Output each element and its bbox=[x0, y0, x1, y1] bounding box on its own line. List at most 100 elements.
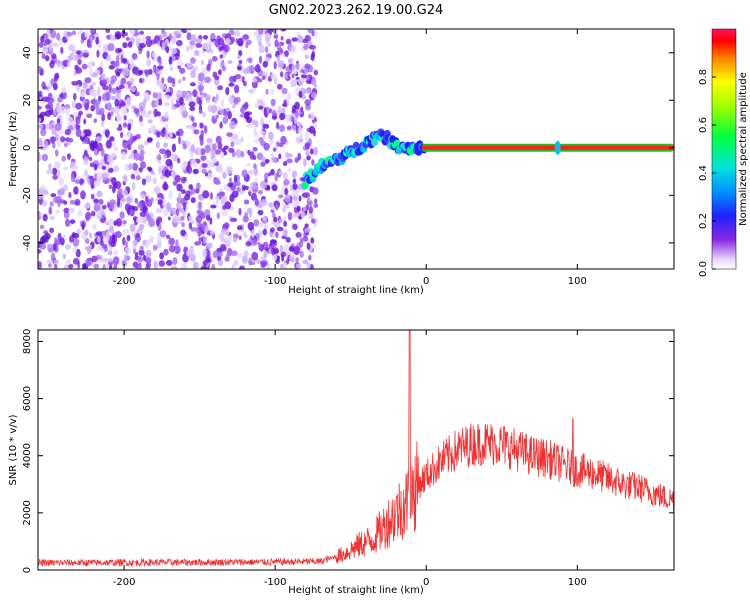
heatmap-noise-cell bbox=[204, 144, 211, 154]
heatmap-noise-cell bbox=[245, 42, 249, 49]
heatmap-noise-cell bbox=[222, 171, 227, 179]
heatmap-noise-cell bbox=[46, 29, 51, 36]
heatmap-noise-cell bbox=[145, 35, 152, 40]
heatmap-noise-cell bbox=[214, 75, 220, 81]
heatmap-noise-cell bbox=[73, 92, 77, 101]
heatmap-noise-cell bbox=[253, 167, 259, 176]
heatmap-noise-cell bbox=[51, 167, 58, 176]
heatmap-noise-cell bbox=[66, 31, 73, 37]
heatmap-noise-cell bbox=[123, 115, 127, 121]
heatmap-noise-cell bbox=[158, 260, 165, 267]
heatmap-noise-cell bbox=[223, 44, 230, 53]
heatmap-noise-cell bbox=[177, 90, 184, 96]
heatmap-noise-cell bbox=[246, 207, 253, 215]
heatmap-noise-cell bbox=[252, 163, 257, 169]
heatmap-noise-cell bbox=[268, 202, 273, 208]
heatmap-noise-cell bbox=[163, 112, 169, 119]
heatmap-noise-cell bbox=[123, 254, 128, 263]
heatmap-noise-cell bbox=[84, 77, 92, 84]
heatmap-noise-cell bbox=[129, 209, 134, 215]
heatmap-noise-cell bbox=[227, 182, 233, 188]
heatmap-noise-cell bbox=[38, 139, 44, 148]
heatmap-noise-cell bbox=[80, 190, 86, 200]
heatmap-noise-cell bbox=[171, 170, 177, 177]
heatmap-noise-cell bbox=[38, 117, 42, 123]
heatmap-noise-cell bbox=[108, 64, 115, 70]
heatmap-noise-cell bbox=[88, 232, 93, 239]
heatmap-noise-cell bbox=[89, 162, 94, 168]
heatmap-noise-cell bbox=[267, 172, 272, 177]
heatmap-noise-cell bbox=[295, 257, 299, 263]
heatmap-noise-cell bbox=[298, 126, 303, 134]
heatmap-noise-cell bbox=[268, 131, 274, 140]
heatmap-noise-cell bbox=[310, 92, 317, 99]
heatmap-noise-cell bbox=[238, 207, 242, 216]
heatmap-noise-cell bbox=[197, 72, 205, 82]
heatmap-noise-cell bbox=[139, 245, 144, 251]
heatmap-noise-cell bbox=[175, 239, 179, 249]
heatmap-noise-cell bbox=[236, 187, 241, 193]
heatmap-noise-cell bbox=[185, 140, 191, 147]
heatmap-noise-cell bbox=[313, 121, 317, 129]
heatmap-noise-cell bbox=[118, 84, 125, 89]
heatmap-noise-cell bbox=[54, 122, 62, 131]
heatmap-noise-cell bbox=[84, 102, 89, 111]
heatmap-noise-cell bbox=[137, 255, 144, 263]
heatmap-noise-cell bbox=[106, 164, 111, 170]
heatmap-noise-cell bbox=[215, 93, 219, 102]
heatmap-noise-cell bbox=[306, 75, 311, 81]
heatmap-noise-cell bbox=[312, 187, 319, 195]
heatmap-noise-cell bbox=[179, 96, 184, 105]
heatmap-noise-cell bbox=[93, 148, 98, 157]
heatmap-noise-cell bbox=[198, 236, 202, 244]
heatmap-noise-cell bbox=[122, 122, 128, 128]
heatmap-noise-cell bbox=[201, 163, 208, 168]
heatmap-noise-cell bbox=[65, 107, 70, 116]
heatmap-noise-cell bbox=[195, 215, 203, 223]
heatmap-noise-cell bbox=[192, 122, 198, 127]
heatmap-noise-cell bbox=[72, 165, 79, 171]
heatmap-noise-cell bbox=[184, 194, 191, 201]
heatmap-noise-cell bbox=[45, 109, 52, 118]
heatmap-noise-cell bbox=[288, 246, 295, 252]
heatmap-noise-cell bbox=[102, 236, 110, 244]
heatmap-noise-cell bbox=[264, 172, 269, 181]
heatmap-noise-cell bbox=[212, 250, 219, 259]
heatmap-noise-cell bbox=[212, 157, 218, 164]
heatmap-noise-cell bbox=[224, 256, 230, 262]
heatmap-noise-cell bbox=[200, 212, 206, 219]
heatmap-noise-cell bbox=[140, 161, 146, 170]
heatmap-noise-cell bbox=[239, 266, 244, 269]
heatmap-noise-cell bbox=[180, 215, 185, 221]
heatmap-noise-cell bbox=[107, 43, 115, 52]
heatmap-noise-cell bbox=[310, 111, 315, 121]
heatmap-noise-cell bbox=[39, 187, 46, 196]
heatmap-noise-cell bbox=[121, 106, 128, 116]
heatmap-noise-cell bbox=[67, 61, 71, 68]
heatmap-noise-cell bbox=[216, 212, 220, 220]
heatmap-noise-cell bbox=[65, 137, 70, 142]
heatmap-noise-cell bbox=[214, 149, 222, 155]
heatmap-noise-cell bbox=[145, 175, 152, 183]
heatmap-noise-cell bbox=[231, 190, 239, 198]
heatmap-noise-cell bbox=[291, 37, 298, 42]
heatmap-noise-cell bbox=[138, 69, 144, 75]
heatmap-noise-cell bbox=[104, 103, 109, 110]
heatmap-noise-cell bbox=[56, 32, 61, 41]
heatmap-noise-cell bbox=[101, 243, 108, 249]
heatmap-noise-cell bbox=[117, 198, 120, 208]
heatmap-noise-cell bbox=[129, 63, 134, 70]
heatmap-noise-cell bbox=[101, 92, 108, 102]
heatmap-noise-cell bbox=[181, 222, 185, 228]
heatmap-noise-cell bbox=[195, 43, 203, 48]
heatmap-noise-cell bbox=[224, 112, 228, 118]
heatmap-noise-cell bbox=[53, 109, 57, 116]
heatmap-noise-cell bbox=[281, 87, 288, 95]
heatmap-noise-cell bbox=[286, 153, 293, 158]
heatmap-noise-cell bbox=[114, 105, 120, 114]
heatmap-noise-cell bbox=[128, 29, 136, 36]
heatmap-noise-cell bbox=[120, 197, 127, 203]
heatmap-noise-cell bbox=[280, 36, 284, 41]
heatmap-noise-cell bbox=[59, 237, 65, 246]
heatmap-y-tick-label: -40 bbox=[22, 235, 33, 251]
